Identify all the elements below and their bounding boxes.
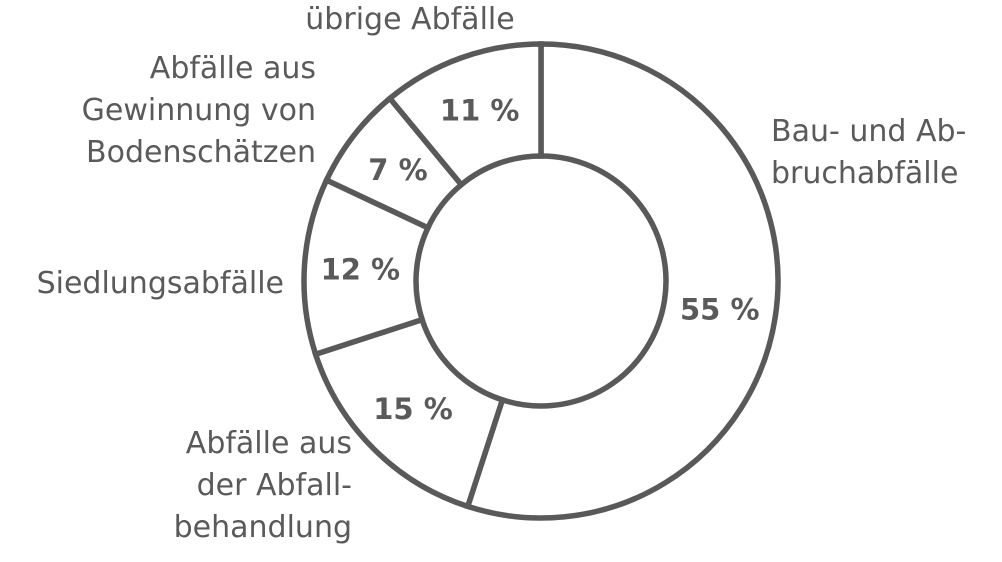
category-label-line: Abfälle aus	[186, 426, 352, 461]
category-label-line: der Abfall-	[197, 468, 352, 503]
category-label-line: übrige Abfälle	[305, 2, 514, 37]
value-label-abfaelle-aus-der-abfallbehandlung: 15 %	[373, 392, 453, 426]
category-label-line: behandlung	[174, 510, 352, 545]
slices-group	[301, 41, 781, 521]
slice-abfaelle-aus-der-abfallbehandlung	[312, 316, 506, 510]
category-label-line: bruchabfälle	[771, 156, 958, 191]
category-labels-group: Bau- und Ab-bruchabfälle Abfälle aus der A…	[37, 2, 967, 545]
value-label-bau-und-abbruchabfaelle: 55 %	[680, 292, 760, 326]
category-label-line: Bau- und Ab-	[771, 114, 966, 149]
category-label-siedlungsabfaelle: Siedlungsabfälle	[37, 266, 284, 301]
category-label-line: Siedlungsabfälle	[37, 266, 284, 301]
category-label-uebrige-abfaelle: übrige Abfälle	[305, 2, 514, 37]
category-label-abfaelle-aus-gewinnung-von-bodenschaetzen: Abfälle aus Gewinnung von Bodenschätzen	[82, 51, 316, 170]
value-labels-group: 55 % 15 % 12 % 7 % 11 %	[321, 94, 760, 426]
slice-uebrige-abfaelle	[386, 41, 544, 189]
value-label-abfaelle-aus-gewinnung-von-bodenschaetzen: 7 %	[368, 153, 427, 187]
category-label-abfaelle-aus-der-abfallbehandlung: Abfälle aus der Abfall-behandlung	[174, 426, 352, 545]
category-label-line: Bodenschätzen	[86, 135, 316, 170]
category-label-line: Abfälle aus	[150, 51, 316, 86]
value-label-siedlungsabfaelle: 12 %	[321, 253, 401, 287]
value-label-uebrige-abfaelle: 11 %	[440, 94, 520, 128]
slice-bau-und-abbruchabfaelle	[464, 41, 781, 521]
category-label-line: Gewinnung von	[82, 93, 316, 128]
category-label-bau-und-abbruchabfaelle: Bau- und Ab-bruchabfälle	[771, 114, 966, 191]
